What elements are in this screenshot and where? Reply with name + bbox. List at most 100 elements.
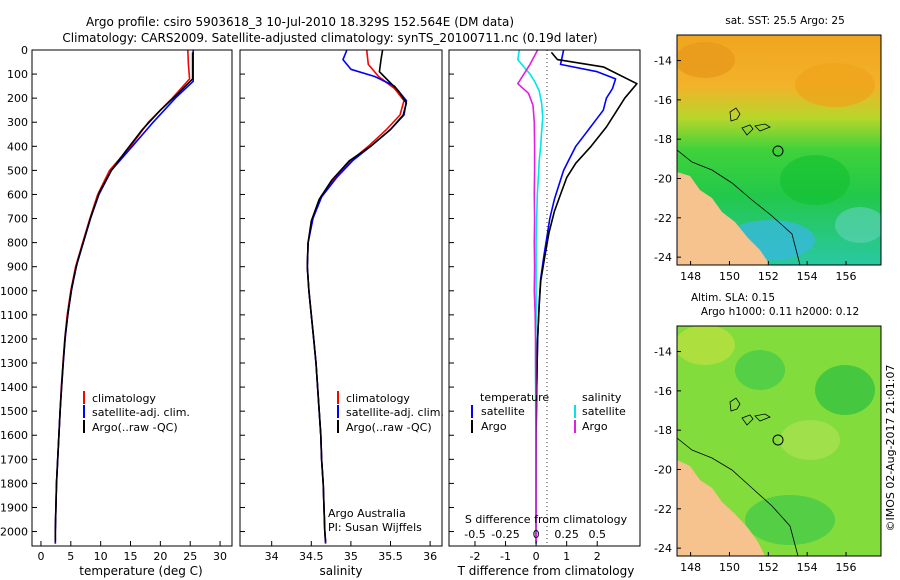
series-line-t-satellite bbox=[535, 49, 617, 544]
depth-tick-label: 900 bbox=[7, 261, 28, 274]
map-x-tick-label: 150 bbox=[719, 270, 740, 283]
depth-tick-label: 1000 bbox=[0, 285, 28, 298]
x-tick-label: 5 bbox=[67, 550, 74, 563]
map-y-tick-label: -22 bbox=[654, 503, 672, 516]
difference-frame bbox=[448, 49, 641, 547]
sla-map-title-line2: Argo h1000: 0.11 h2000: 0.12 bbox=[701, 306, 859, 318]
depth-tick-label: 400 bbox=[7, 140, 28, 153]
sst-map-axes: 148 150 152 154 156 -14 -16 -18 -20 -22 -24 bbox=[654, 55, 856, 283]
salinity-panel: 34 34.5 35 35.5 36 salinity climatology sate… bbox=[239, 49, 444, 578]
legend-t-satellite-label: satellite bbox=[481, 405, 525, 418]
top-x-tick-label: -0.25 bbox=[491, 528, 519, 541]
sst-map-frame bbox=[676, 34, 882, 266]
depth-tick-label: 1300 bbox=[0, 357, 28, 370]
depth-tick-label: 1600 bbox=[0, 429, 28, 442]
map-x-tick-label: 152 bbox=[758, 561, 779, 574]
series-line-satellite-adj-clim- bbox=[54, 50, 194, 544]
x-tick-label: 15 bbox=[124, 550, 138, 563]
series-line-argo-raw-qc- bbox=[54, 52, 194, 542]
x-tick-label: 0 bbox=[37, 550, 44, 563]
sst-cool-patch bbox=[835, 207, 881, 243]
map-x-tick-label: 154 bbox=[797, 561, 818, 574]
salinity-frame bbox=[239, 49, 443, 547]
reef-outlines bbox=[729, 107, 771, 136]
x-tick-label: 36 bbox=[423, 550, 437, 563]
difference-x-ticks: -2 -1 0 1 2 bbox=[449, 49, 601, 563]
depth-tick-label: 2000 bbox=[0, 526, 28, 539]
x-tick-label: 0 bbox=[533, 550, 540, 563]
temperature-lines bbox=[54, 49, 194, 544]
difference-legend: temperature salinity satellite Argo sate… bbox=[471, 391, 626, 433]
shelf-contour bbox=[677, 437, 799, 556]
top-x-tick-label: 0.5 bbox=[588, 528, 606, 541]
sla-high-patch bbox=[677, 326, 735, 365]
sla-low-patch bbox=[735, 350, 785, 390]
sla-map: Altim. SLA: 0.15 Argo h1000: 0.11 h2000:… bbox=[654, 292, 882, 574]
sla-map-title-line1: Altim. SLA: 0.15 bbox=[691, 292, 775, 304]
difference-lines bbox=[516, 49, 638, 544]
x-tick-label: -1 bbox=[500, 550, 511, 563]
map-x-tick-label: 150 bbox=[719, 561, 740, 574]
depth-tick-label: 200 bbox=[7, 92, 28, 105]
top-x-tick-label: 0 bbox=[533, 528, 540, 541]
legend-climatology-label: climatology bbox=[346, 392, 410, 405]
x-tick-label: 1 bbox=[563, 550, 570, 563]
sla-high-patch bbox=[780, 420, 840, 460]
map-y-tick-label: -24 bbox=[654, 542, 672, 555]
legend-satellite-label: satellite-adj. clim. bbox=[346, 406, 444, 419]
legend-s-argo-label: Argo bbox=[582, 420, 608, 433]
coastline-land bbox=[677, 460, 765, 556]
depth-tick-label: 100 bbox=[7, 68, 28, 81]
legend-temperature-title: temperature bbox=[480, 391, 549, 404]
difference-top-xlabel: S difference from climatology bbox=[465, 513, 628, 526]
map-y-tick-label: -14 bbox=[654, 346, 672, 359]
series-line-s-satellite bbox=[516, 49, 544, 544]
temperature-xlabel: temperature (deg C) bbox=[79, 564, 202, 578]
map-y-tick-label: -18 bbox=[654, 424, 672, 437]
map-y-tick-label: -22 bbox=[654, 212, 672, 225]
difference-top-ticks: -0.5 -0.25 0 0.25 0.5 bbox=[464, 528, 606, 541]
credit-line2: PI: Susan Wijffels bbox=[328, 521, 422, 534]
legend-satellite-label: satellite-adj. clim. bbox=[92, 406, 190, 419]
x-tick-label: 25 bbox=[183, 550, 197, 563]
map-x-tick-label: 148 bbox=[680, 561, 701, 574]
map-x-tick-label: 152 bbox=[758, 270, 779, 283]
salinity-lines bbox=[306, 49, 408, 544]
top-x-tick-label: 0.25 bbox=[554, 528, 579, 541]
map-y-tick-label: -20 bbox=[654, 464, 672, 477]
argo-position-marker bbox=[772, 434, 784, 446]
salinity-xlabel: salinity bbox=[319, 564, 362, 578]
salinity-legend: climatology satellite-adj. clim. Argo(..… bbox=[337, 391, 444, 434]
depth-tick-label: 1900 bbox=[0, 501, 28, 514]
sla-low-patch bbox=[815, 365, 875, 415]
map-y-tick-label: -16 bbox=[654, 385, 672, 398]
legend-s-satellite-label: satellite bbox=[582, 405, 626, 418]
depth-tick-label: 1100 bbox=[0, 309, 28, 322]
sst-warm-patch bbox=[795, 63, 875, 107]
series-line-argo-raw-qc- bbox=[306, 49, 408, 542]
legend-salinity-title: salinity bbox=[582, 391, 622, 404]
sst-cool-patch bbox=[780, 155, 850, 205]
depth-tick-label: 1400 bbox=[0, 381, 28, 394]
depth-tick-label: 0 bbox=[21, 44, 28, 57]
x-tick-label: 20 bbox=[153, 550, 167, 563]
series-line-s-argo bbox=[516, 49, 539, 542]
x-tick-label: 34 bbox=[265, 550, 279, 563]
legend-argo-label: Argo(..raw -QC) bbox=[92, 421, 178, 434]
imos-stamp: ©IMOS 02-Aug-2017 21:01:07 bbox=[884, 365, 897, 532]
shelf-contour bbox=[677, 149, 801, 265]
depth-tick-labels: 0 100 200 300 400 500 600 700 800 900 1000 1100 1200… bbox=[0, 44, 28, 539]
series-line-t-argo bbox=[535, 51, 638, 542]
map-y-tick-label: -20 bbox=[654, 173, 672, 186]
map-y-tick-label: -16 bbox=[654, 94, 672, 107]
figure-title-line1: Argo profile: csiro 5903618_3 10-Jul-201… bbox=[86, 15, 514, 29]
difference-panel: -2 -1 0 1 2 -0.5 -0.25 0 0.25 0.5 S difference f… bbox=[448, 49, 641, 578]
sla-map-frame bbox=[676, 325, 882, 557]
x-tick-label: 2 bbox=[594, 550, 601, 563]
reef-outlines bbox=[729, 397, 771, 426]
depth-tick-label: 500 bbox=[7, 164, 28, 177]
temperature-panel: 0 5 10 15 20 25 30 0 100 200 300 400 500 600 700 800 90… bbox=[0, 44, 233, 578]
sst-warm-patch bbox=[677, 42, 735, 78]
legend-t-argo-label: Argo bbox=[481, 420, 507, 433]
